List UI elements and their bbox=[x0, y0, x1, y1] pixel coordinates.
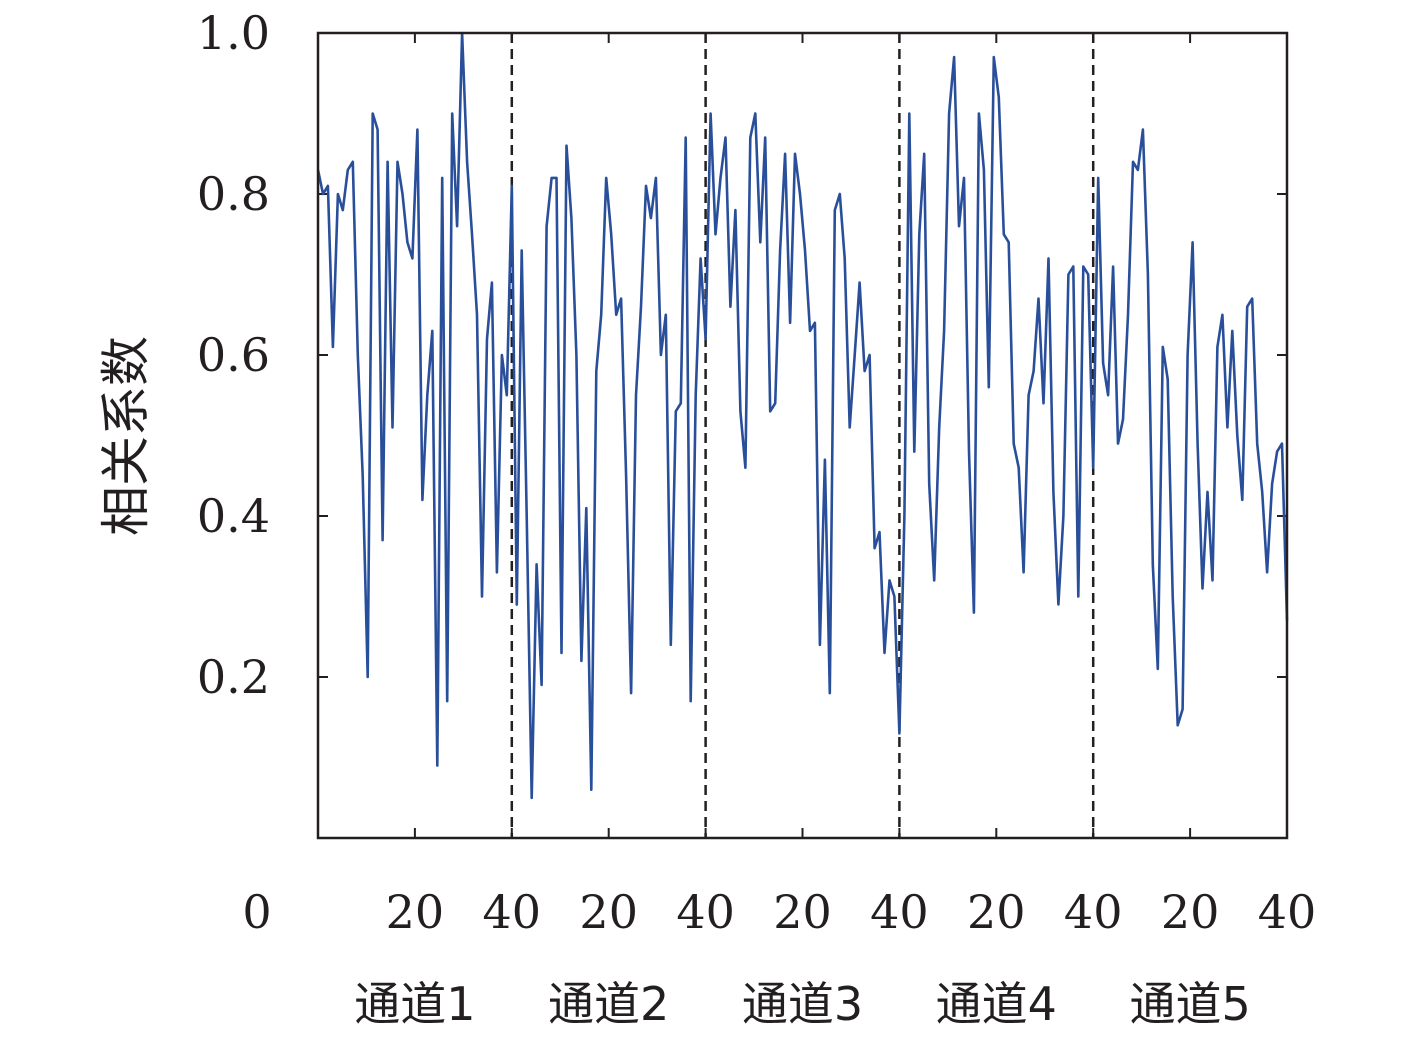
x-tick-label: 40 bbox=[1258, 885, 1317, 939]
x-tick-label: 20 bbox=[1161, 885, 1220, 939]
channel-label: 通道4 bbox=[936, 977, 1057, 1031]
plot-frame bbox=[316, 31, 1289, 840]
x-tick-label: 20 bbox=[579, 885, 638, 939]
channel-labels: 通道1 通道2 通道3 通道4 通道5 bbox=[354, 977, 1250, 1031]
x-tick-label: 40 bbox=[676, 885, 735, 939]
y-tick-label: 0.4 bbox=[197, 489, 270, 543]
y-axis-label: 相关系数 bbox=[97, 336, 155, 536]
y-axis-label-group: 相关系数 bbox=[97, 336, 155, 536]
x-tick-label: 20 bbox=[386, 885, 445, 939]
x-tick-label: 0 bbox=[242, 885, 271, 939]
x-tick-label: 40 bbox=[1064, 885, 1123, 939]
x-tick-label: 20 bbox=[773, 885, 832, 939]
channel-label: 通道1 bbox=[354, 977, 475, 1031]
y-tick-label: 1.0 bbox=[197, 6, 270, 60]
x-tick-label: 40 bbox=[483, 885, 542, 939]
series-line bbox=[316, 31, 1289, 800]
series-layer bbox=[316, 31, 1289, 800]
y-tick-label: 0.2 bbox=[197, 650, 270, 704]
y-tick-label: 0.8 bbox=[197, 167, 270, 221]
channel-dividers bbox=[510, 33, 1095, 838]
channel-label: 通道2 bbox=[548, 977, 669, 1031]
x-tick-label: 20 bbox=[967, 885, 1026, 939]
y-tick-label: 0.6 bbox=[197, 328, 270, 382]
axis-ticks: 0.2 0.4 0.6 0.8 1.0 0 20 40 20 40 20 40 20 40 20 40 bbox=[197, 6, 1316, 939]
channel-label: 通道5 bbox=[1129, 977, 1250, 1031]
channel-label: 通道3 bbox=[742, 977, 863, 1031]
x-tick-label: 40 bbox=[870, 885, 929, 939]
